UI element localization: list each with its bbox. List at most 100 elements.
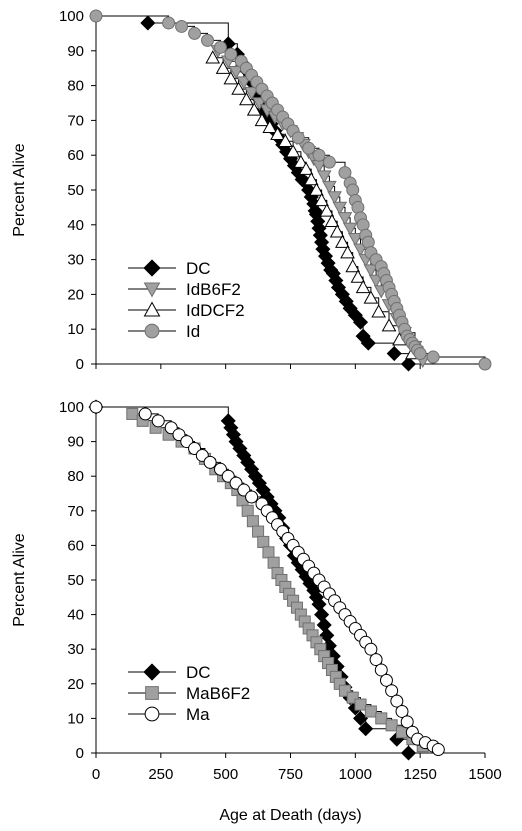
data-point <box>371 304 387 318</box>
data-point <box>431 743 445 757</box>
data-point <box>340 245 355 259</box>
data-point <box>228 65 244 80</box>
data-point <box>316 170 332 184</box>
data-point <box>346 691 359 704</box>
data-point <box>400 745 417 761</box>
y-tick-label: 30 <box>67 641 84 658</box>
data-point <box>322 180 337 195</box>
y-tick-label: 90 <box>67 43 84 60</box>
data-point <box>205 50 221 64</box>
y-tick-label: 20 <box>67 286 84 303</box>
data-point <box>312 148 326 162</box>
data-point <box>277 133 293 147</box>
data-point <box>337 212 353 226</box>
y-tick-label: 0 <box>76 745 84 762</box>
data-point <box>368 274 384 289</box>
y-tick-label: 40 <box>67 607 84 624</box>
data-point <box>254 112 270 127</box>
data-point <box>151 414 165 428</box>
y-tick-label: 50 <box>67 182 84 199</box>
data-point <box>236 76 252 90</box>
data-point <box>353 243 368 257</box>
chart-panel-1 <box>89 9 492 372</box>
y-tick-label: 50 <box>67 572 84 589</box>
legend <box>128 663 176 722</box>
chart-panel-2 <box>88 399 486 761</box>
series-points-MaB6F2 <box>126 407 429 753</box>
data-point <box>319 203 335 217</box>
data-point <box>246 102 262 116</box>
data-point <box>335 234 350 248</box>
data-point <box>360 335 376 351</box>
legend-label: IdB6F2 <box>186 280 241 299</box>
legend-marker <box>143 301 161 317</box>
data-point <box>386 346 402 362</box>
data-point <box>329 224 345 238</box>
legend-marker <box>144 706 160 722</box>
series-points-DC <box>140 15 417 372</box>
data-point <box>375 712 388 725</box>
data-point <box>363 264 379 278</box>
legend-marker <box>143 663 161 681</box>
data-point <box>201 33 214 47</box>
data-point <box>214 40 227 54</box>
y-tick-label: 20 <box>67 676 84 693</box>
data-point <box>252 525 265 538</box>
data-point <box>400 715 414 729</box>
data-point <box>138 407 152 421</box>
y-tick-label: 80 <box>67 468 84 485</box>
x-tick-label: 1000 <box>339 766 372 783</box>
data-point <box>224 47 238 61</box>
data-point <box>285 144 301 158</box>
data-point <box>345 259 361 273</box>
data-point <box>342 222 358 236</box>
x-tick-label: 1500 <box>468 766 501 783</box>
data-point <box>257 535 270 548</box>
legend <box>128 259 176 339</box>
x-tick-label: 0 <box>92 766 100 783</box>
data-point <box>364 642 378 656</box>
y-tick-label: 0 <box>76 356 84 373</box>
y-tick-label: 70 <box>67 112 84 129</box>
x-axis-title: Age at Death (days) <box>219 807 361 824</box>
data-point <box>293 154 309 168</box>
data-point <box>364 705 377 718</box>
data-point <box>354 698 367 711</box>
series-points-Id <box>89 9 492 371</box>
data-point <box>379 673 393 687</box>
legend-label: Id <box>186 322 200 341</box>
data-point <box>350 269 366 283</box>
data-point <box>252 97 267 111</box>
data-point <box>332 201 348 215</box>
legend-marker <box>144 323 160 339</box>
data-point <box>369 653 383 667</box>
data-point <box>223 71 239 85</box>
legend-marker <box>143 282 161 298</box>
data-point <box>413 347 427 361</box>
y-tick-label: 100 <box>59 8 84 25</box>
data-point <box>400 356 417 372</box>
data-point <box>322 155 336 169</box>
data-point <box>245 490 259 504</box>
data-point <box>327 191 342 205</box>
data-point <box>140 15 156 31</box>
data-point <box>314 607 330 623</box>
data-point <box>338 684 351 697</box>
data-point <box>395 726 409 739</box>
data-point <box>262 546 275 559</box>
y-tick-label: 10 <box>67 710 84 727</box>
legend-label: DC <box>186 663 211 682</box>
x-tick-label: 750 <box>278 766 303 783</box>
data-point <box>347 233 363 247</box>
legend-marker <box>143 259 161 277</box>
data-point <box>298 161 314 175</box>
series-points-Ma <box>89 400 445 757</box>
data-point <box>324 213 340 228</box>
data-point <box>162 16 176 30</box>
y-axis-title: Percent Alive <box>11 143 28 236</box>
data-point <box>355 279 371 294</box>
data-point <box>358 721 374 737</box>
y-tick-label: 100 <box>59 399 84 416</box>
data-point <box>316 617 332 633</box>
